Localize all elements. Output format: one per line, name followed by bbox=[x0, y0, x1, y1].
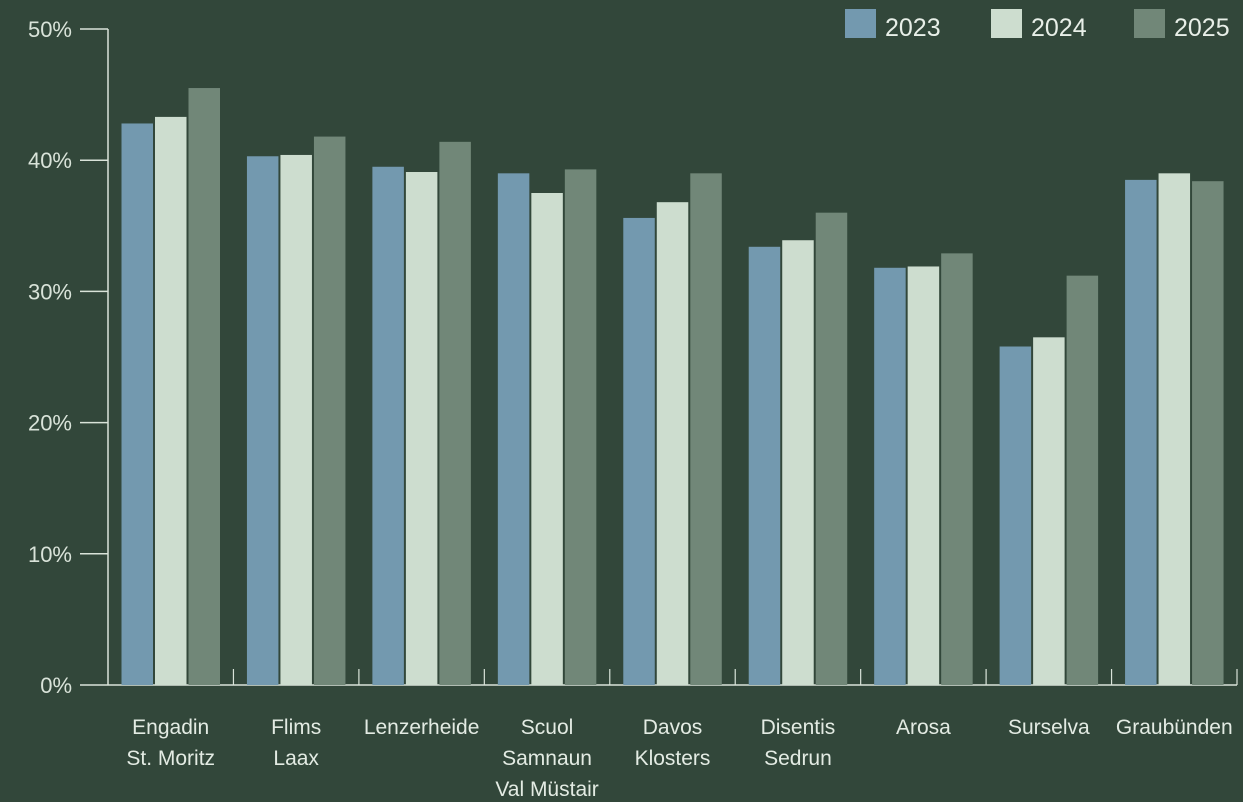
bar-2024-1 bbox=[280, 154, 312, 685]
bar-2024-6 bbox=[907, 266, 940, 685]
bar-2023-0 bbox=[121, 123, 153, 686]
legend-swatch-2025 bbox=[1134, 9, 1165, 38]
legend-label: 2024 bbox=[1031, 14, 1087, 42]
legend: 2023 2024 2025 bbox=[845, 9, 1230, 42]
bar-2023-1 bbox=[246, 156, 279, 685]
x-category-label: Arosa bbox=[896, 716, 951, 739]
bar-2023-8 bbox=[1125, 179, 1157, 685]
bar-2023-5 bbox=[748, 246, 781, 686]
bar-2024-4 bbox=[656, 202, 689, 685]
bar-2024-8 bbox=[1158, 173, 1191, 685]
y-tick-label: 40% bbox=[28, 148, 72, 173]
x-category-label: Flims bbox=[271, 716, 321, 739]
bar-2023-3 bbox=[497, 173, 530, 685]
bar-2024-5 bbox=[782, 240, 814, 685]
bars bbox=[121, 88, 1224, 686]
y-tick-label: 50% bbox=[28, 17, 72, 42]
x-category-label: Surselva bbox=[1008, 716, 1090, 739]
bar-2025-1 bbox=[313, 136, 346, 686]
bar-2025-2 bbox=[439, 141, 471, 685]
x-category-label: Klosters bbox=[635, 747, 711, 770]
x-category-label: Sedrun bbox=[764, 747, 832, 770]
x-category-label: Davos bbox=[643, 716, 703, 739]
bar-2024-7 bbox=[1033, 337, 1065, 685]
bar-2025-3 bbox=[564, 169, 597, 685]
legend-swatch-2023 bbox=[845, 9, 876, 38]
bar-2025-5 bbox=[815, 212, 848, 685]
bar-2025-0 bbox=[188, 88, 220, 686]
y-axis: 0% 10% 20% 30% 40% 50% bbox=[28, 17, 109, 698]
x-category-label: Engadin bbox=[132, 716, 209, 739]
legend-swatch-2024 bbox=[991, 9, 1022, 38]
bar-2023-6 bbox=[874, 267, 906, 685]
legend-label: 2025 bbox=[1174, 14, 1230, 42]
bar-2025-8 bbox=[1192, 181, 1224, 685]
x-category-label: St. Moritz bbox=[126, 747, 215, 770]
x-category-label: Graubünden bbox=[1116, 716, 1233, 739]
bar-2025-4 bbox=[690, 173, 722, 685]
bar-2024-2 bbox=[405, 172, 438, 685]
bar-2023-4 bbox=[623, 217, 655, 686]
bar-2024-0 bbox=[155, 116, 187, 686]
y-tick-label: 20% bbox=[28, 411, 72, 436]
y-tick-label: 0% bbox=[40, 673, 72, 698]
bar-2023-7 bbox=[999, 346, 1032, 685]
x-category-label: Samnaun bbox=[502, 747, 592, 770]
y-tick-label: 30% bbox=[28, 279, 72, 304]
x-category-label: Laax bbox=[273, 747, 319, 770]
bar-2023-2 bbox=[372, 166, 404, 685]
legend-label: 2023 bbox=[885, 14, 941, 42]
bar-2025-7 bbox=[1066, 275, 1099, 685]
bar-2025-6 bbox=[941, 253, 973, 686]
x-category-label: Disentis bbox=[761, 716, 836, 739]
bar-2024-3 bbox=[531, 193, 563, 685]
y-tick-label: 10% bbox=[28, 542, 72, 567]
x-category-label: Val Müstair bbox=[495, 778, 598, 801]
category-labels: Engadin St. Moritz Flims Laax Lenzerheide Scu… bbox=[126, 716, 1232, 801]
x-category-label: Scuol bbox=[521, 716, 574, 739]
x-category-label: Lenzerheide bbox=[364, 716, 480, 739]
